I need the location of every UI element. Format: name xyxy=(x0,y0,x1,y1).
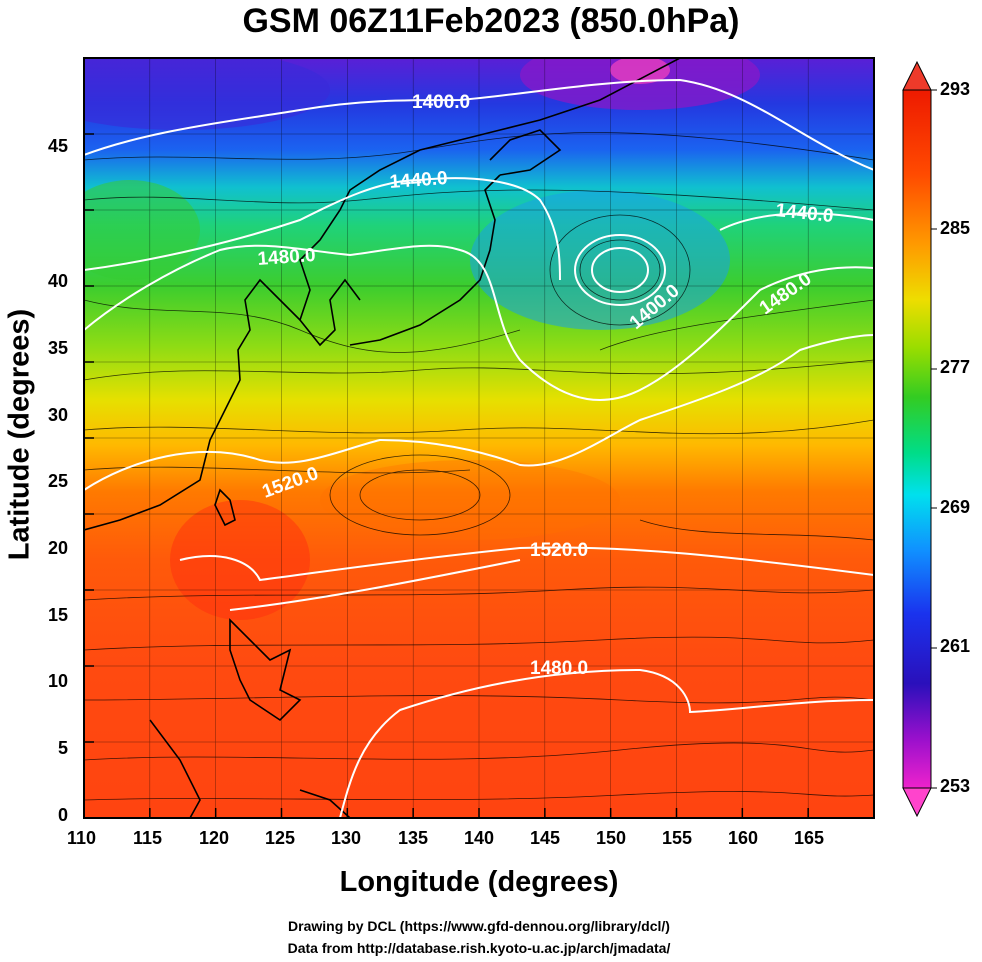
wind-streamlines xyxy=(84,132,874,801)
y-tick-label: 0 xyxy=(58,805,69,825)
y-tick-label: 45 xyxy=(48,136,69,156)
y-axis-label: Latitude (degrees) xyxy=(3,308,36,561)
x-tick-label: 145 xyxy=(530,828,561,848)
x-tick-label: 165 xyxy=(794,828,825,848)
x-tick-label: 120 xyxy=(199,828,230,848)
y-tick-label: 10 xyxy=(48,671,69,691)
data-credit: Data from http://database.rish.kyoto-u.a… xyxy=(287,940,671,956)
axis-tick-marks xyxy=(83,57,875,819)
contour-label: 1440.0 xyxy=(389,168,448,193)
y-tick-label: 20 xyxy=(48,538,69,558)
x-tick-label: 115 xyxy=(133,828,163,848)
x-tick-label: 160 xyxy=(728,828,759,848)
contour-label: 1520.0 xyxy=(530,540,588,561)
x-tick-label: 135 xyxy=(398,828,429,848)
contour-label: 1480.0 xyxy=(530,658,588,679)
colorbar xyxy=(902,60,937,818)
x-tick-label: 140 xyxy=(464,828,495,848)
x-tick-label: 130 xyxy=(331,828,362,848)
colorbar-tick-label: 253 xyxy=(940,776,971,796)
colorbar-tick-label: 261 xyxy=(940,636,971,656)
y-tick-label: 5 xyxy=(58,738,69,758)
y-tick-label: 40 xyxy=(48,271,69,291)
y-tick-label: 30 xyxy=(48,405,69,425)
drawing-credit: Drawing by DCL (https://www.gfd-dennou.o… xyxy=(288,918,670,934)
contour-label: 1480.0 xyxy=(257,245,316,270)
colorbar-tick-label: 293 xyxy=(940,79,971,99)
colorbar-tick-label: 285 xyxy=(940,218,971,238)
colorbar-tick-label: 277 xyxy=(940,357,971,377)
colorbar-scale xyxy=(902,89,932,789)
x-tick-label: 150 xyxy=(596,828,627,848)
x-tick-label: 110 xyxy=(67,828,97,848)
colorbar-upper-arrow xyxy=(902,60,932,91)
coastlines xyxy=(84,58,681,818)
y-tick-label: 25 xyxy=(48,471,69,491)
colorbar-lower-arrow xyxy=(902,787,932,818)
x-tick-label: 155 xyxy=(662,828,693,848)
colorbar-tick-label: 269 xyxy=(940,497,971,517)
map-title: GSM 06Z11Feb2023 (850.0hPa) xyxy=(242,2,740,40)
x-axis-label: Longitude (degrees) xyxy=(339,866,619,898)
y-tick-label: 35 xyxy=(48,338,69,358)
contour-label: 1400.0 xyxy=(412,92,470,113)
height-contours xyxy=(84,78,874,818)
x-tick-label: 125 xyxy=(265,828,296,848)
y-tick-label: 15 xyxy=(48,605,69,625)
